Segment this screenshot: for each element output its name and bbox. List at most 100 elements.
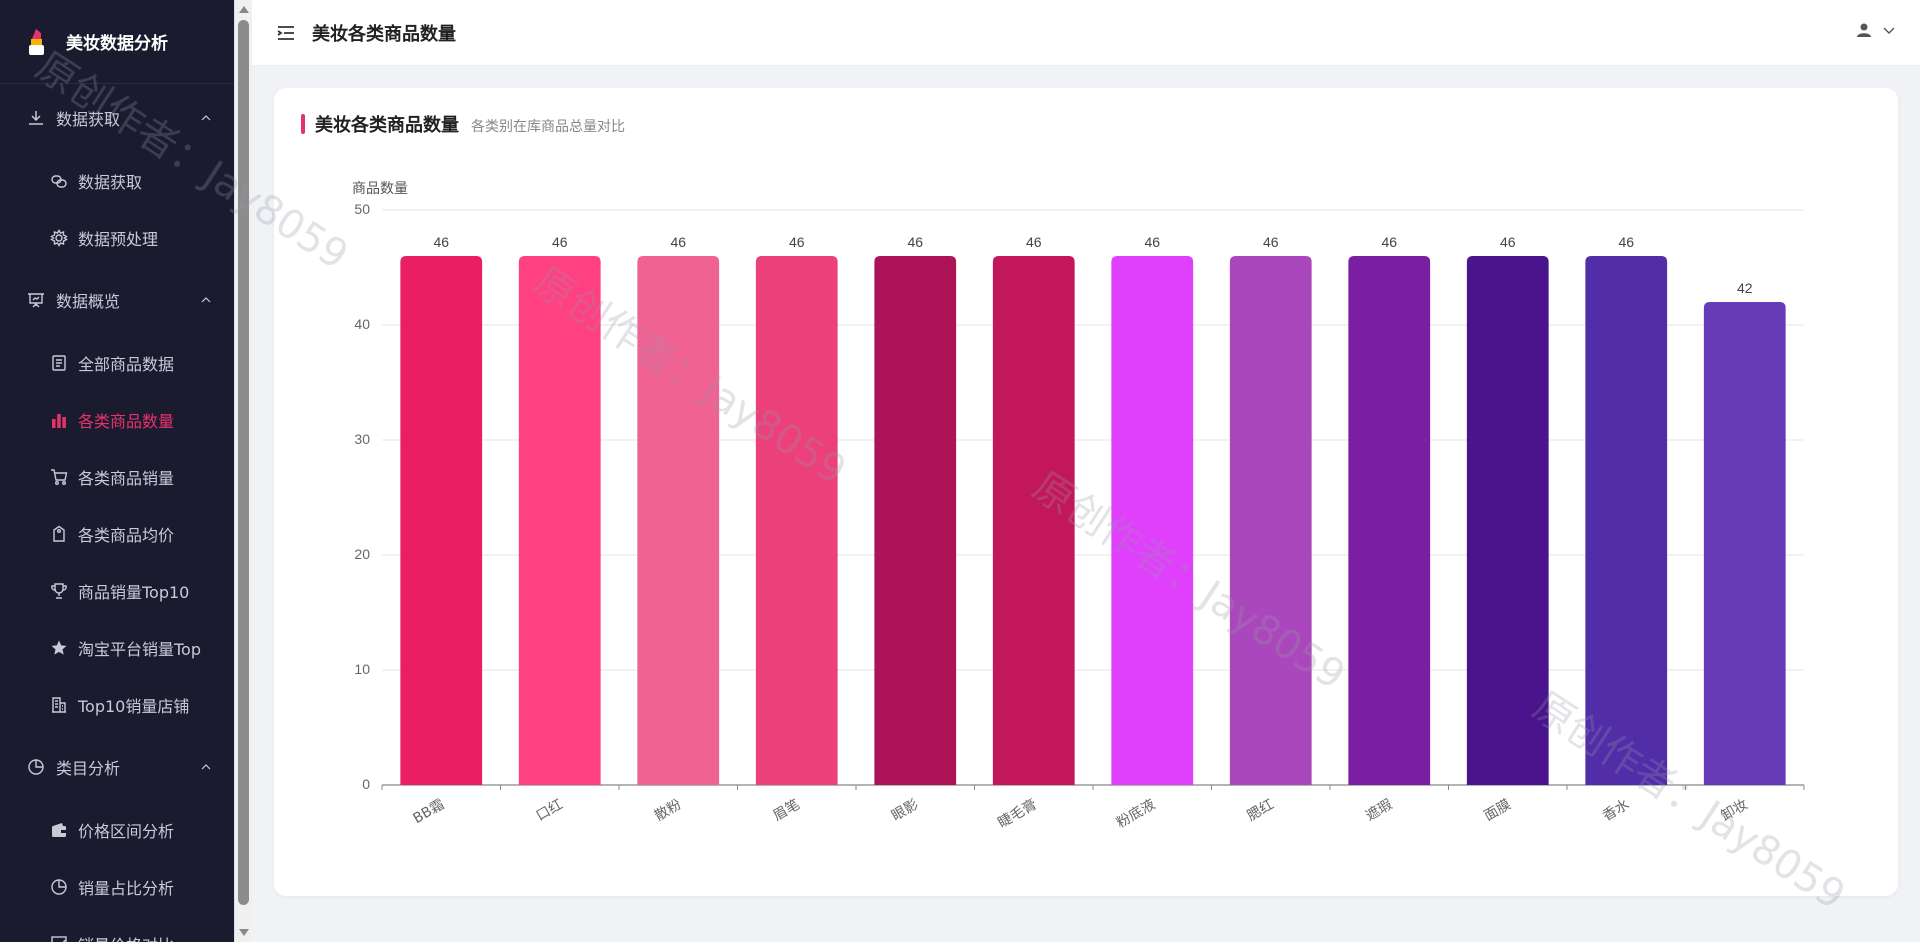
bar-value-label: 46: [1144, 234, 1160, 250]
sidebar-item-taobao-top[interactable]: 淘宝平台销量Top: [0, 619, 234, 676]
download-icon: [26, 108, 46, 128]
bar: [755, 256, 838, 785]
sidebar-scrollbar[interactable]: [234, 0, 252, 942]
scroll-down-arrow-icon[interactable]: [239, 929, 249, 936]
sidebar-item-label: 商品销量Top10: [78, 582, 190, 602]
pie-chart-icon: [50, 878, 68, 896]
star-icon: [50, 639, 68, 657]
x-tick-label: 眼影: [889, 797, 921, 825]
sidebar-item-category-sales[interactable]: 各类商品销量: [0, 448, 234, 505]
link-icon: [50, 172, 68, 190]
nav-group-data-overview[interactable]: 数据概览: [0, 266, 234, 334]
sidebar-item-preprocess[interactable]: 数据预处理: [0, 209, 234, 266]
bar: [1229, 256, 1312, 785]
sidebar-item-price-range[interactable]: 价格区间分析: [0, 801, 234, 858]
scrollbar-thumb[interactable]: [238, 20, 249, 905]
x-tick-label: 粉底液: [1114, 797, 1158, 832]
y-tick-label: 50: [354, 201, 370, 217]
lipstick-logo-icon: [29, 28, 44, 55]
chevron-up-icon: [201, 115, 211, 121]
bar: [1466, 256, 1549, 785]
sidebar-item-category-avg-price[interactable]: 各类商品均价: [0, 505, 234, 562]
bar-value-label: 46: [789, 234, 805, 250]
x-tick-label: 睫毛膏: [995, 796, 1040, 832]
sidebar-item-label: 销量占比分析: [78, 878, 175, 898]
line-chart-icon: [50, 935, 68, 942]
sidebar-item-data-fetch[interactable]: 数据获取: [0, 152, 234, 209]
bar-value-label: 46: [670, 234, 686, 250]
building-icon: [50, 696, 68, 714]
sidebar: 美妆数据分析 数据获取 数据获取 数据预处理 数: [0, 0, 234, 942]
nav-group-label: 数据概览: [56, 292, 121, 311]
x-tick-label: 卸妆: [1719, 797, 1751, 825]
chevron-up-icon: [201, 297, 211, 303]
sidebar-item-label: 各类商品销量: [78, 468, 175, 488]
sidebar-item-label: 数据获取: [78, 172, 143, 192]
nav-group-label: 类目分析: [56, 759, 121, 778]
y-tick-label: 30: [354, 431, 370, 447]
gear-icon: [50, 228, 68, 247]
y-axis-label: 商品数量: [352, 181, 408, 197]
sidebar-item-label: 各类商品数量: [78, 411, 175, 431]
bar-value-label: 46: [907, 234, 923, 250]
card-header: 美妆各类商品数量 各类别在库商品总量对比: [301, 111, 625, 137]
sidebar-item-all-products[interactable]: 全部商品数据: [0, 334, 234, 391]
nav-group-category-analysis[interactable]: 类目分析: [0, 733, 234, 801]
bar: [1111, 256, 1194, 785]
x-tick-label: BB霜: [410, 797, 447, 827]
chart-card: 美妆各类商品数量 各类别在库商品总量对比 0 10 20 30 40 50 商品数量 46 BB…: [274, 88, 1898, 896]
menu-toggle-icon[interactable]: [276, 23, 296, 43]
bar-chart-icon: [50, 411, 68, 429]
sidebar-nav: 数据获取 数据获取 数据预处理 数据概览 全部商: [0, 84, 234, 942]
nav-group-label: 数据获取: [56, 110, 121, 129]
presentation-icon: [26, 290, 46, 310]
trophy-icon: [50, 582, 68, 600]
brand[interactable]: 美妆数据分析: [0, 0, 234, 84]
sidebar-item-category-count[interactable]: 各类商品数量: [0, 391, 234, 448]
card-title: 美妆各类商品数量: [315, 115, 459, 136]
chevron-up-icon: [201, 764, 211, 770]
bar-value-label: 42: [1737, 280, 1753, 296]
bar-value-label: 46: [1026, 234, 1042, 250]
bar: [992, 256, 1075, 785]
top-header: 美妆各类商品数量: [252, 0, 1920, 66]
price-tag-icon: [50, 525, 68, 543]
y-tick-label: 20: [354, 546, 370, 562]
user-icon: [1857, 23, 1871, 37]
sidebar-item-label: 全部商品数据: [78, 354, 175, 374]
chevron-down-icon: [1883, 27, 1895, 34]
cart-icon: [50, 468, 68, 486]
scroll-up-arrow-icon[interactable]: [239, 6, 249, 13]
pie-chart-icon: [26, 757, 46, 777]
x-tick-label: 口红: [534, 797, 566, 825]
x-tick-label: 眉笔: [771, 797, 803, 825]
x-tick-label: 面膜: [1482, 797, 1514, 825]
sidebar-item-top10-shops[interactable]: Top10销量店铺: [0, 676, 234, 733]
nav-group-data-acquisition[interactable]: 数据获取: [0, 84, 234, 152]
x-tick-label: 遮瑕: [1363, 797, 1395, 825]
sidebar-item-top10-sales[interactable]: 商品销量Top10: [0, 562, 234, 619]
sidebar-item-label: 数据预处理: [78, 229, 159, 249]
bar-value-label: 46: [1618, 234, 1634, 250]
sidebar-item-label: 价格区间分析: [78, 821, 175, 841]
page-title: 美妆各类商品数量: [312, 23, 456, 45]
user-menu[interactable]: [1856, 22, 1896, 38]
bar-value-label: 46: [433, 234, 449, 250]
sidebar-item-label: 各类商品均价: [78, 525, 175, 545]
bar: [1703, 302, 1786, 785]
bar-value-label: 46: [1381, 234, 1397, 250]
wallet-icon: [50, 821, 68, 839]
bar-value-label: 46: [1263, 234, 1279, 250]
bar: [400, 256, 483, 785]
sidebar-item-label: 淘宝平台销量Top: [78, 639, 202, 659]
card-accent-bar: [301, 114, 305, 134]
x-tick-label: 腮红: [1245, 797, 1277, 825]
sidebar-item-sales-price-compare[interactable]: 销量价格对比: [0, 915, 234, 942]
brand-title: 美妆数据分析: [66, 34, 168, 54]
y-tick-label: 40: [354, 316, 370, 332]
card-subtitle: 各类别在库商品总量对比: [471, 119, 625, 135]
bar: [637, 256, 720, 785]
bar: [1348, 256, 1431, 785]
sidebar-item-sales-share[interactable]: 销量占比分析: [0, 858, 234, 915]
bar: [518, 256, 601, 785]
